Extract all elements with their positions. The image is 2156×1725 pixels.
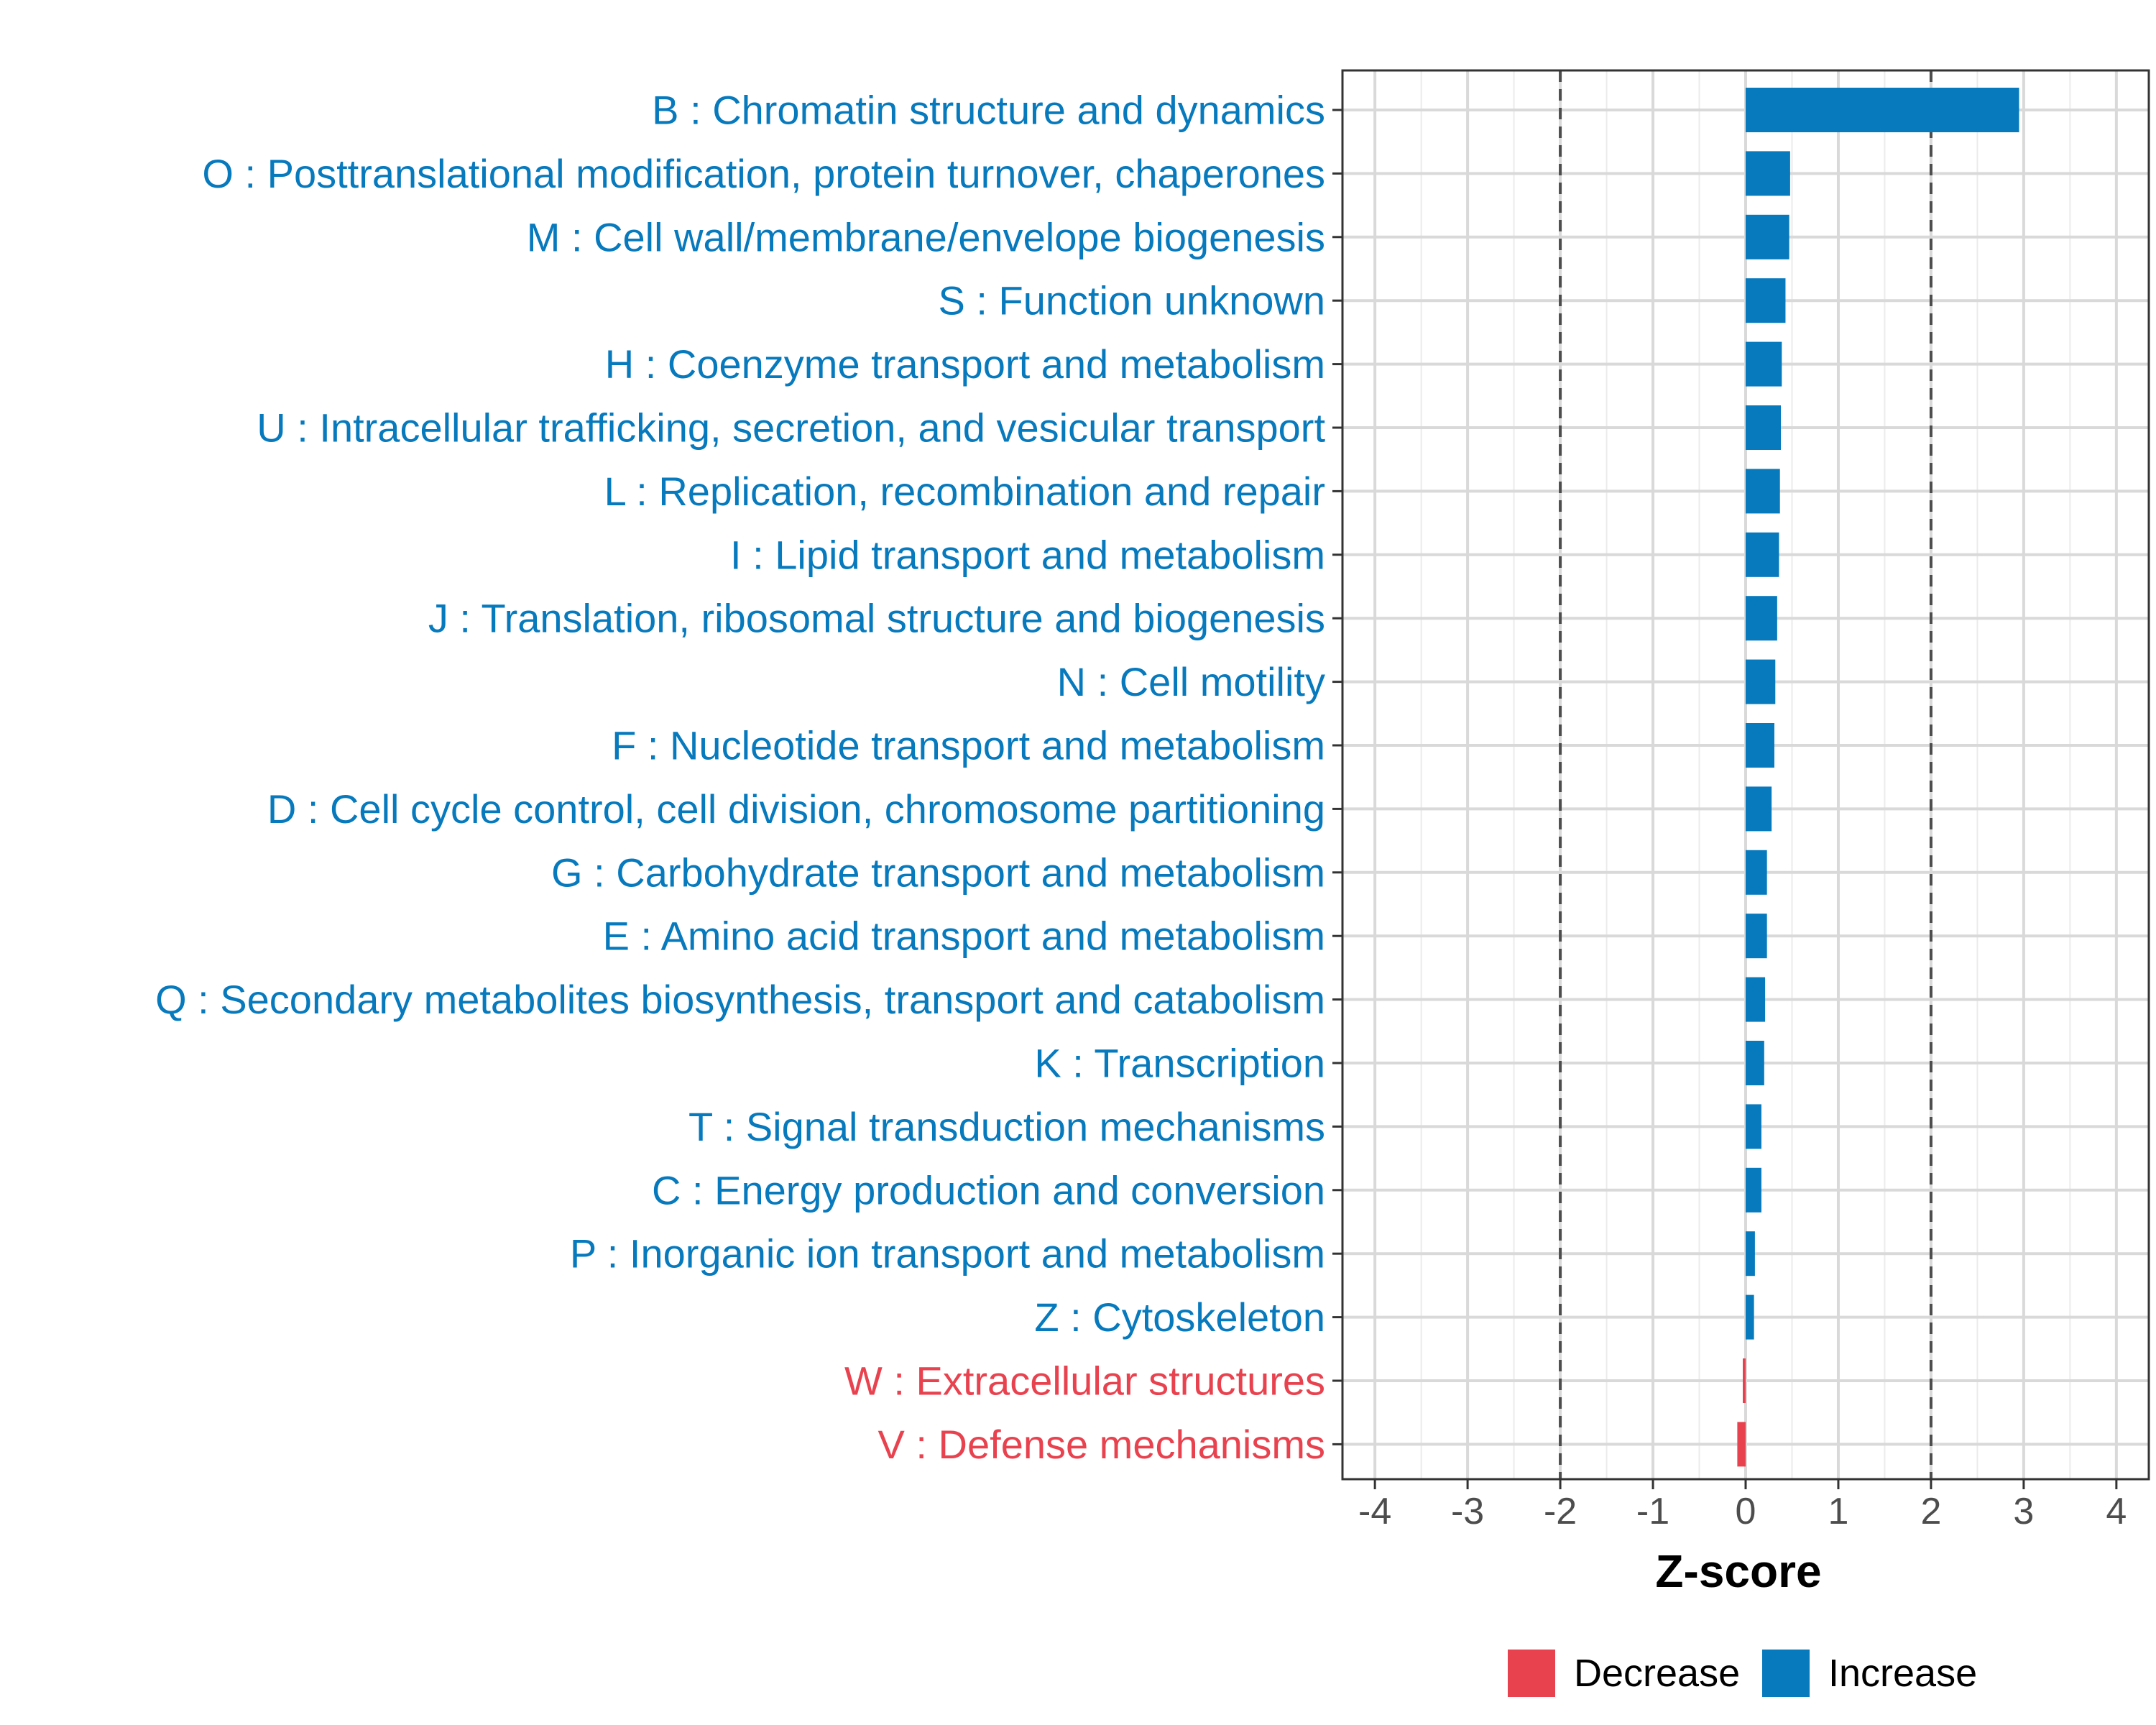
bar-z [1746,1294,1754,1340]
category-label: C : Energy production and conversion [652,1167,1325,1213]
bar-l [1746,469,1780,514]
bar-e [1746,914,1767,959]
category-label: I : Lipid transport and metabolism [730,532,1325,577]
x-axis-title: Z-score [1655,1545,1821,1597]
bar-d [1746,786,1772,832]
legend-swatch-increase [1762,1650,1810,1697]
x-tick-label: 2 [1920,1491,1941,1532]
bar-m [1746,214,1789,259]
legend-label-increase: Increase [1828,1652,1977,1695]
category-label: K : Transcription [1034,1041,1325,1086]
category-label: N : Cell motility [1057,659,1325,704]
x-tick-label: 3 [2013,1491,2034,1532]
bar-t [1746,1104,1761,1149]
x-tick-label: -4 [1358,1491,1391,1532]
category-label: B : Chromatin structure and dynamics [652,88,1325,133]
category-label: L : Replication, recombination and repai… [604,469,1325,514]
category-label: O : Posttranslational modification, prot… [202,151,1325,196]
category-label: P : Inorganic ion transport and metaboli… [570,1231,1325,1276]
x-tick-label: 1 [1828,1491,1849,1532]
category-label: W : Extracellular structures [844,1358,1325,1404]
x-tick-label: -3 [1451,1491,1484,1532]
bar-h [1746,341,1782,387]
bars [1737,88,2019,1467]
legend: Decrease Increase [1508,1650,1977,1697]
category-label: G : Carbohydrate transport and metabolis… [551,850,1325,895]
legend-label-decrease: Decrease [1574,1652,1740,1695]
bar-j [1746,596,1777,641]
category-label: U : Intracellular trafficking, secretion… [257,405,1325,451]
x-tick-label: -1 [1636,1491,1669,1532]
bar-b [1746,88,2019,132]
category-label: F : Nucleotide transport and metabolism [612,723,1325,768]
bar-o [1746,151,1790,196]
bar-p [1746,1231,1755,1276]
category-label: E : Amino acid transport and metabolism [603,914,1325,959]
bar-c [1746,1167,1761,1213]
legend-swatch-decrease [1508,1650,1555,1697]
category-label: Q : Secondary metabolites biosynthesis, … [155,977,1325,1022]
bar-v [1737,1422,1746,1467]
reference-lines [1559,70,1932,1479]
x-tick-label: 4 [2106,1491,2127,1532]
bar-k [1746,1041,1764,1085]
bar-n [1746,659,1776,704]
x-axis: -4 -3 -2 -1 0 1 2 3 4 [1358,1479,2127,1532]
bar-s [1746,278,1786,323]
bar-q [1746,977,1766,1022]
bar-f [1746,723,1774,768]
bar-u [1746,405,1782,450]
category-label: D : Cell cycle control, cell division, c… [267,786,1325,832]
category-label: J : Translation, ribosomal structure and… [428,596,1325,641]
bar-w [1743,1358,1746,1403]
bar-i [1746,532,1779,577]
category-label: S : Function unknown [938,278,1325,323]
category-label: Z : Cytoskeleton [1034,1294,1325,1340]
category-label: H : Coenzyme transport and metabolism [605,341,1325,387]
category-label: T : Signal transduction mechanisms [688,1104,1325,1149]
x-tick-label: -2 [1544,1491,1577,1532]
y-axis: B : Chromatin structure and dynamics O : … [155,88,1342,1467]
bar-g [1746,850,1767,895]
category-label: M : Cell wall/membrane/envelope biogenes… [527,214,1325,259]
category-label: V : Defense mechanisms [878,1422,1325,1467]
x-tick-label: 0 [1736,1491,1756,1532]
